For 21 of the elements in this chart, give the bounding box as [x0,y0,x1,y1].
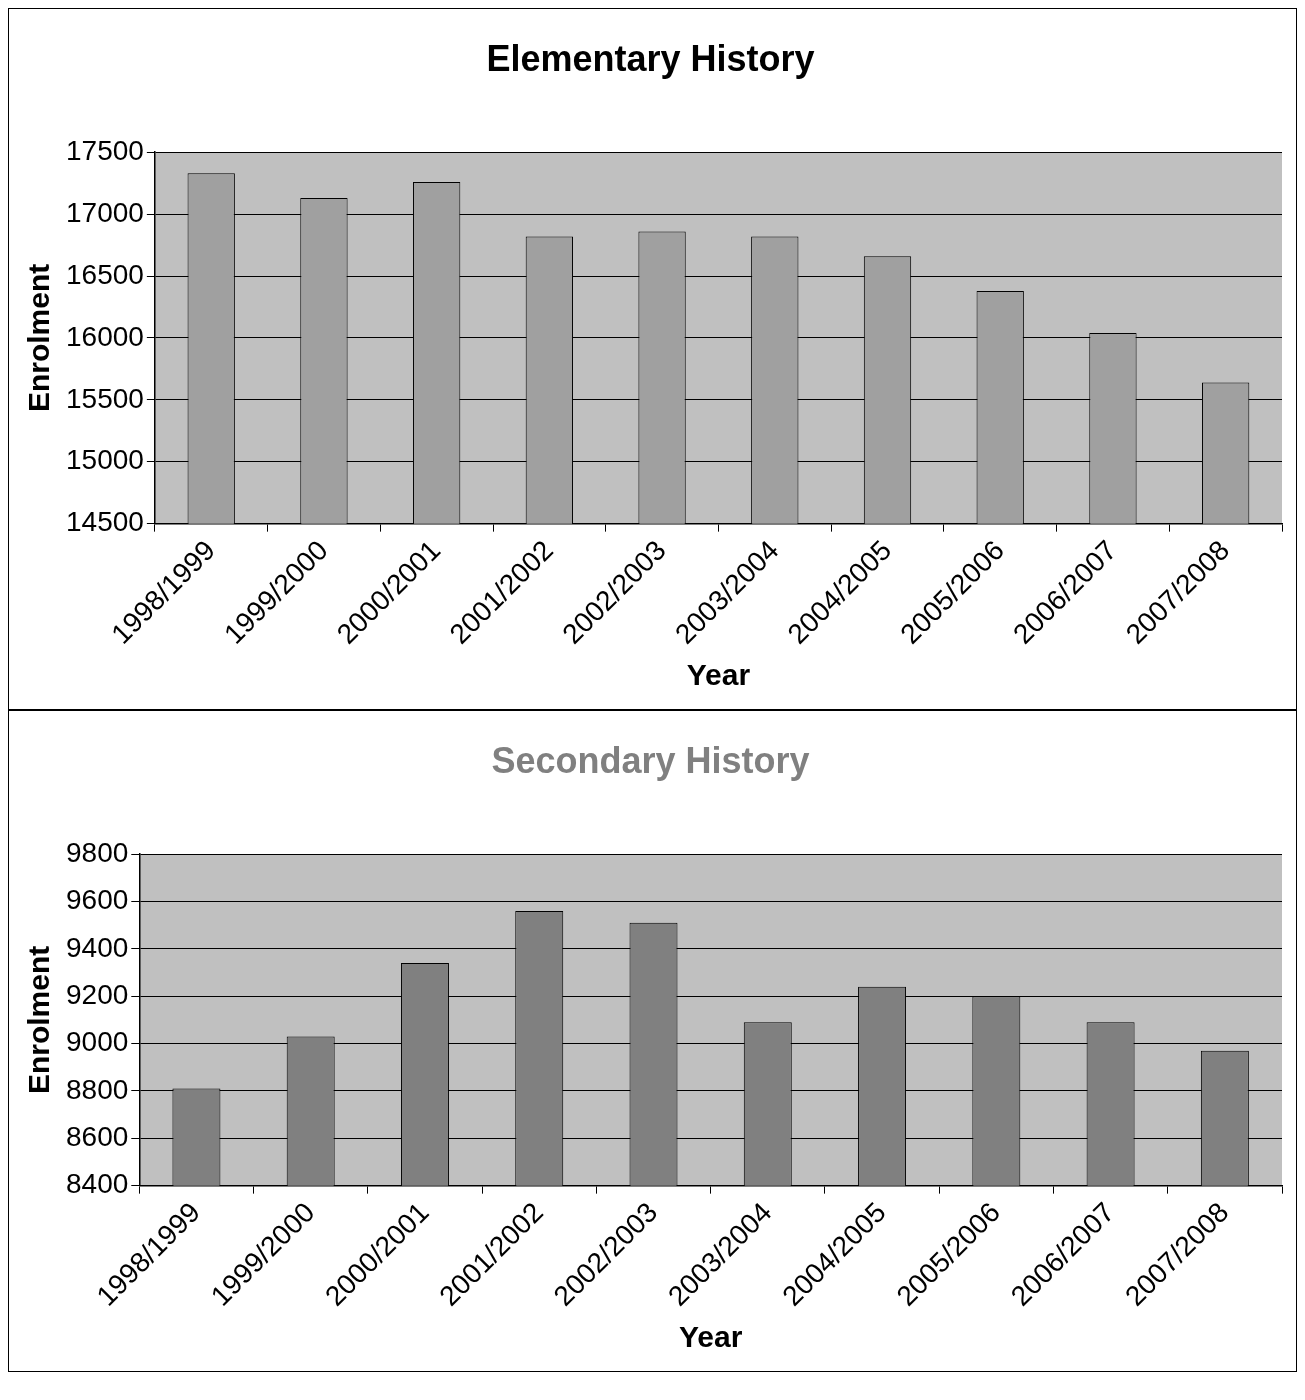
y-tick-label: 17000 [65,196,144,228]
y-axis-title: Enrolment [22,263,56,413]
y-tick-label: 8600 [65,1121,129,1153]
chart-title: Elementary History [486,37,815,79]
x-axis-title: Year [686,658,751,692]
x-axis-title: Year [678,1320,743,1354]
y-tick-label: 9000 [65,1026,129,1058]
y-tick-label: 16500 [65,258,144,290]
y-axis-title: Enrolment [22,945,56,1095]
y-tick-label: 15000 [65,444,144,476]
y-tick-label: 9200 [65,978,129,1010]
y-tick-label: 9800 [65,836,129,868]
chart-title: Secondary History [491,739,810,781]
y-tick-label: 15500 [65,382,144,414]
y-tick-label: 16000 [65,320,144,352]
y-tick-label: 8800 [65,1073,129,1105]
y-tick-label: 9400 [65,931,129,963]
y-tick-label: 8400 [65,1168,129,1200]
y-tick-label: 17500 [65,134,144,166]
y-tick-label: 14500 [65,506,144,538]
y-tick-label: 9600 [65,884,129,916]
